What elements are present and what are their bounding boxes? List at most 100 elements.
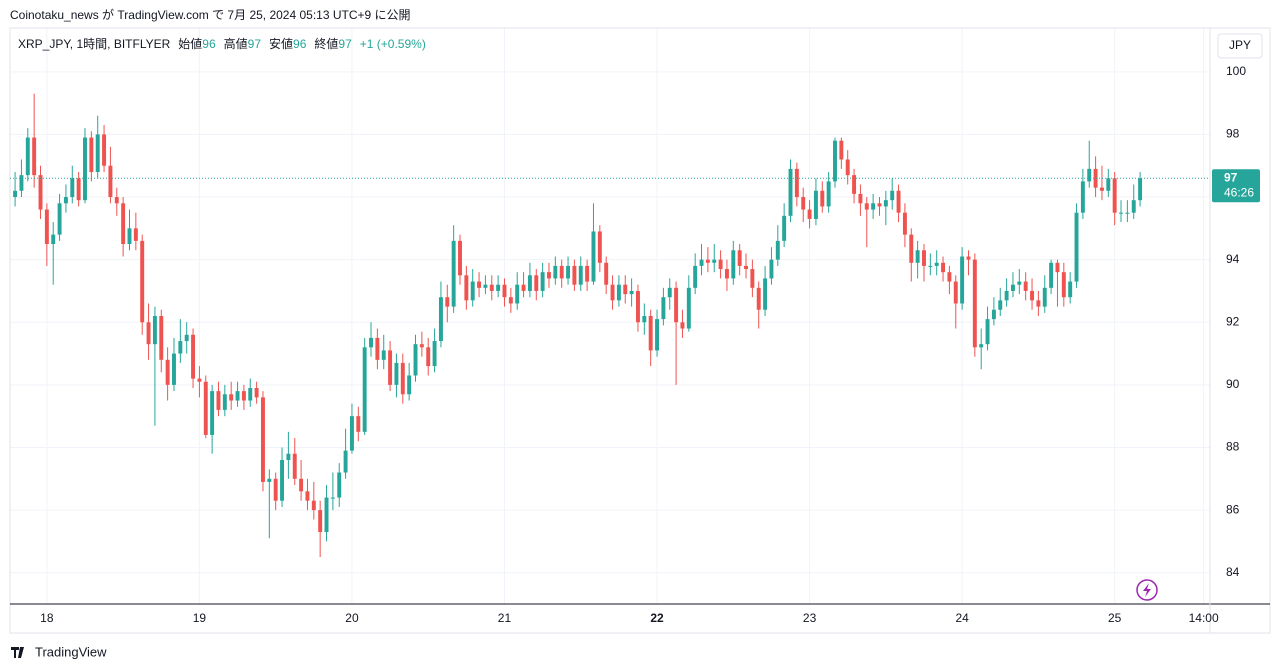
candle-body: [744, 265, 748, 270]
candle-body: [13, 190, 18, 198]
candle-body: [852, 175, 857, 194]
candle-body: [674, 287, 679, 323]
candle-body: [337, 472, 342, 498]
currency[interactable]: JPY: [1229, 38, 1251, 52]
x-tick-label: 14:00: [1189, 611, 1219, 625]
candle-body: [140, 240, 145, 323]
candle-body: [559, 265, 564, 279]
candle-body: [483, 284, 488, 288]
candle-body: [70, 178, 75, 198]
x-tick-label: 20: [345, 611, 359, 625]
candle-body: [464, 275, 469, 301]
candle-body: [419, 344, 424, 348]
candle-body: [902, 212, 907, 235]
candle-body: [356, 416, 361, 432]
low-label: 安値: [269, 36, 293, 51]
candle-body: [438, 297, 443, 342]
x-tick-label: 18: [40, 611, 54, 625]
candle-body: [934, 262, 939, 266]
x-tick-label: 22: [650, 611, 664, 625]
candle-body: [782, 215, 787, 241]
candle-body: [648, 316, 653, 351]
candle-body: [95, 134, 100, 172]
candle-body: [839, 140, 844, 160]
candle-body: [566, 265, 571, 279]
candle-body: [394, 362, 399, 385]
currency-box[interactable]: [1217, 33, 1263, 59]
candle-body: [813, 190, 818, 219]
candle-body: [375, 337, 380, 360]
candle-body: [426, 347, 431, 367]
candle-body: [972, 259, 977, 348]
candle-body: [667, 287, 672, 298]
candle-body: [400, 362, 405, 395]
candle-body: [998, 300, 1003, 310]
open-label: 始値: [178, 36, 202, 51]
candle-body: [477, 281, 482, 288]
candle-body: [445, 297, 450, 307]
candles: [13, 93, 1143, 558]
candle-body: [1068, 281, 1073, 298]
candle-body: [1131, 200, 1136, 213]
candle-body: [877, 203, 882, 207]
candle-body: [102, 134, 107, 166]
candle-body: [458, 240, 462, 276]
candle-body: [616, 284, 621, 301]
candle-body: [324, 497, 329, 532]
candle-body: [896, 190, 901, 213]
candle-body: [731, 250, 736, 279]
x-tick-label: 19: [193, 611, 207, 625]
candle-body: [19, 175, 24, 191]
candle-body: [604, 262, 609, 285]
candle-body: [871, 203, 876, 210]
candle-body: [63, 197, 68, 204]
candle-body: [693, 265, 698, 288]
candle-body: [241, 391, 246, 401]
candle-body: [222, 394, 227, 410]
y-tick-label: 88: [1226, 440, 1240, 454]
candle-body: [540, 272, 545, 291]
candle-body: [260, 397, 265, 482]
candle-body: [184, 334, 189, 342]
candle-body: [712, 259, 717, 263]
candle-body: [547, 272, 551, 279]
candle-body: [25, 137, 30, 176]
high-value: 97: [248, 37, 262, 51]
low-value: 96: [293, 37, 307, 51]
candle-body: [699, 259, 704, 266]
candle-body: [191, 334, 196, 379]
candle-body: [1061, 272, 1066, 298]
brand: TradingView: [35, 644, 107, 659]
y-tick-label: 92: [1226, 314, 1240, 328]
candle-body: [280, 460, 285, 501]
candle-body: [470, 281, 475, 301]
candle-body: [216, 391, 221, 410]
lightning-icon[interactable]: [1136, 579, 1158, 601]
candle-body: [737, 250, 742, 266]
candle-body: [451, 240, 456, 307]
publish-info: Coinotaku_news が TradingView.com で 7月 25…: [10, 7, 411, 22]
y-tick-label: 94: [1226, 252, 1240, 266]
candle-body: [292, 453, 297, 479]
candle-body: [38, 175, 43, 210]
legend: XRP_JPY, 1時間, BITFLYER 始値96 高値97 安値96 終値97 +1…: [18, 36, 426, 51]
candle-body: [521, 284, 526, 291]
candle-body: [553, 265, 558, 279]
grid: [10, 28, 1210, 604]
y-tick-label: 100: [1226, 64, 1246, 78]
candle-body: [826, 181, 831, 207]
close-value: 97: [338, 37, 352, 51]
candle-body: [83, 137, 87, 201]
candle-body: [591, 231, 596, 282]
candle-body: [833, 140, 837, 182]
candle-body: [121, 203, 126, 244]
candle-body: [763, 278, 768, 310]
x-tick-label: 24: [955, 611, 969, 625]
candle-body: [89, 137, 94, 172]
candle-body: [286, 453, 291, 460]
candle-body: [1004, 290, 1009, 301]
candle-body: [928, 265, 933, 267]
candle-body: [108, 165, 113, 198]
candle-body: [159, 316, 164, 360]
